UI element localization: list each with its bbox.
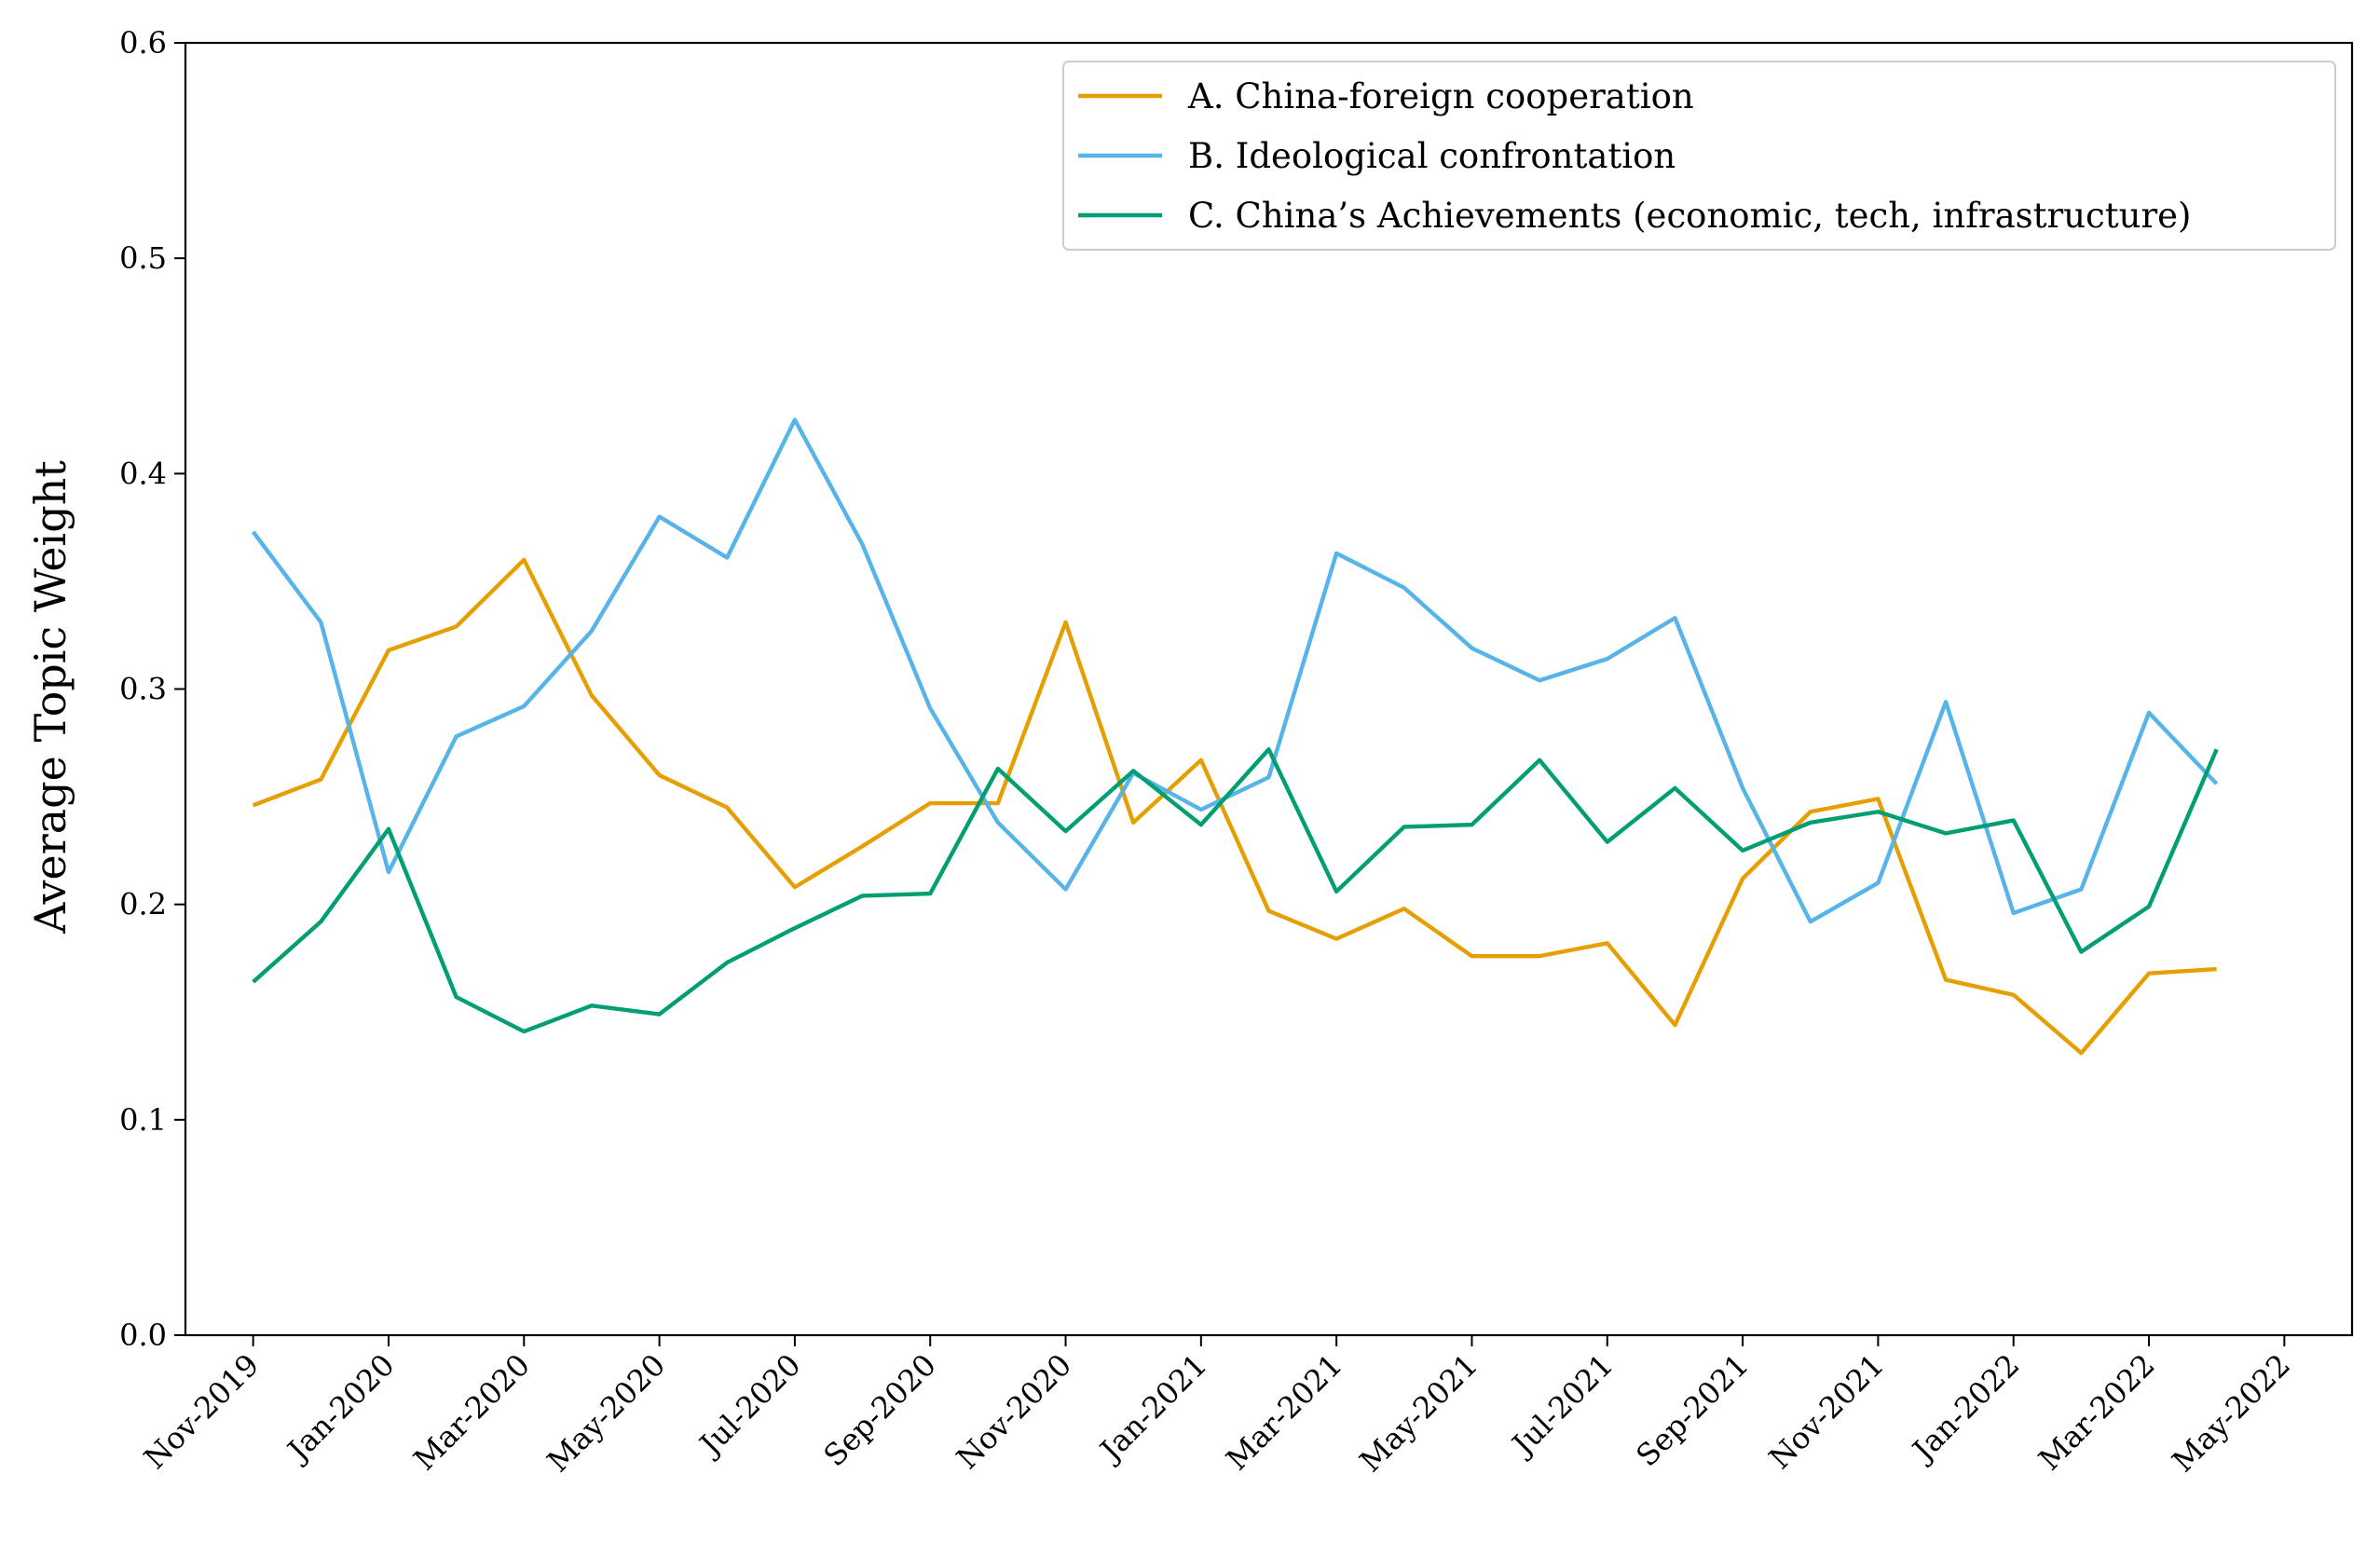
series-a (252, 557, 2217, 1056)
legend-box (1062, 61, 2336, 251)
y-tick-label: 0.0 (119, 1317, 167, 1353)
series-layer (251, 417, 2219, 1056)
y-tick-label: 0.5 (119, 240, 167, 276)
y-tick-label: 0.1 (119, 1102, 167, 1138)
y-tick-label: 0.2 (119, 887, 167, 922)
y-axis: 0.0 0.1 0.2 0.3 0.4 0.5 0.6 (119, 25, 185, 1353)
series-line (252, 557, 2217, 1056)
legend: A. China-foreign cooperation B. Ideologic… (1062, 61, 2336, 251)
legend-label: B. Ideological confrontation (1188, 136, 1676, 176)
y-tick-label: 0.3 (119, 672, 167, 707)
series-line (252, 747, 2219, 1034)
y-tick-label: 0.6 (119, 25, 167, 61)
series-line (251, 417, 2219, 924)
y-axis-label: Average Topic Weight (25, 460, 75, 935)
legend-item: C. China’s Achievements (economic, tech,… (1078, 196, 2191, 236)
legend-label: A. China-foreign cooperation (1187, 76, 1694, 116)
legend-item: A. China-foreign cooperation (1078, 76, 1694, 116)
series-c (252, 747, 2219, 1034)
legend-label: C. China’s Achievements (economic, tech,… (1188, 196, 2191, 236)
legend-item: B. Ideological confrontation (1078, 136, 1676, 176)
y-tick-label: 0.4 (119, 456, 167, 491)
series-b (251, 417, 2219, 924)
